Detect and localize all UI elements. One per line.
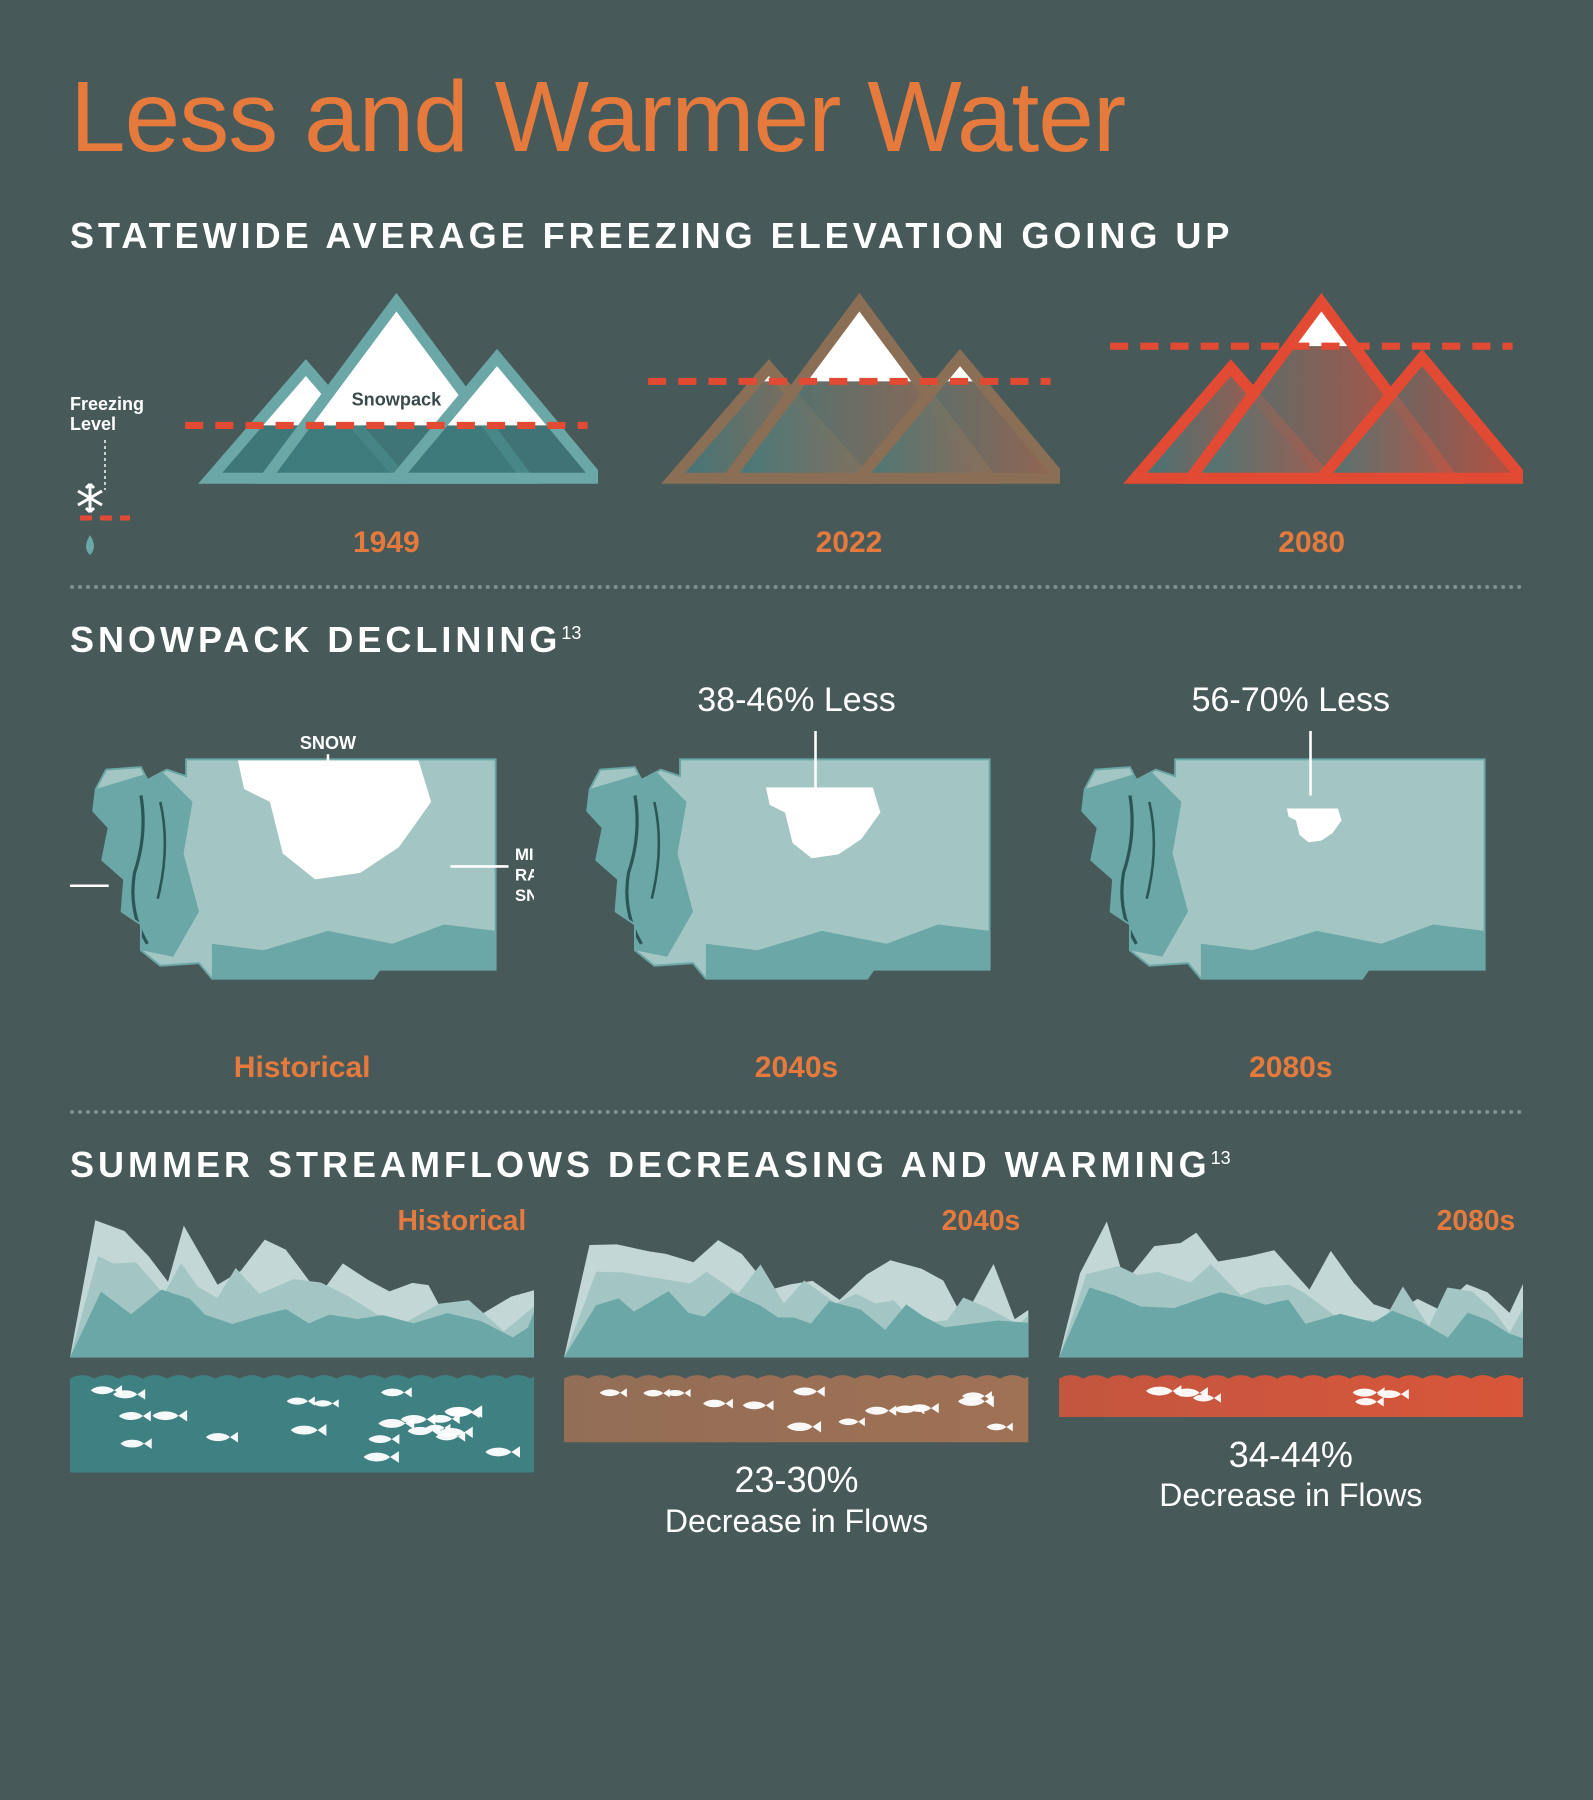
freezing-level-legend: FreezingLevel [70,395,155,561]
section-freezing-elevation: STATEWIDE AVERAGE FREEZING ELEVATION GOI… [70,215,1523,560]
snowpack-panel-1: 38-46% Less 2040s [564,681,1028,1085]
svg-text:SNOW: SNOW [515,887,534,906]
divider-1 [70,585,1523,589]
stream-bottom-label-0 [70,1489,534,1566]
stream-panel-0: Historical [70,1206,534,1565]
mountain-2022 [638,277,1061,508]
snowpack-bottom-label-1: 2040s [755,1051,838,1085]
snowpack-panel-2: 56-70% Less 2080s [1059,681,1523,1085]
mountain-1949: Snowpack [175,277,598,508]
stream-panel-2: 2080s 34-44%Decrease in Flows [1059,1206,1523,1515]
snowpack-bottom-label-2: 2080s [1249,1051,1332,1085]
svg-text:2080s: 2080s [1436,1206,1515,1236]
snowpack-panel-0: SNOW RAINMIXEDRAIN ANDSNOWHistorical [70,681,534,1085]
wa-map-0: SNOW RAINMIXEDRAIN ANDSNOW [70,731,534,1028]
wa-map-1 [564,731,1028,1028]
section-snowpack-declining: SNOWPACK DECLINING13 SNOW RAINMIXEDRAIN … [70,619,1523,1085]
divider-2 [70,1110,1523,1114]
section3-title: SUMMER STREAMFLOWS DECREASING AND WARMIN… [70,1144,1523,1186]
stream-bottom-label-1: 23-30%Decrease in Flows [564,1458,1028,1540]
mountain-panel-2080: 2080 [1100,277,1523,560]
wa-map-2 [1059,731,1523,1028]
mountain-panel-2022: 2022 [638,277,1061,560]
snowpack-top-label-2: 56-70% Less [1192,681,1390,723]
section1-title: STATEWIDE AVERAGE FREEZING ELEVATION GOI… [70,215,1523,257]
svg-text:2040s: 2040s [942,1206,1021,1236]
svg-text:Historical: Historical [397,1206,526,1236]
mountain-panel-1949: Snowpack 1949 [175,277,598,560]
svg-text:SNOW: SNOW [300,734,357,754]
snowpack-bottom-label-0: Historical [234,1051,371,1085]
mountain-2080 [1100,277,1523,508]
stream-bottom-label-2: 34-44%Decrease in Flows [1059,1433,1523,1515]
svg-text:Snowpack: Snowpack [352,389,442,409]
svg-text:RAIN AND: RAIN AND [515,866,534,885]
svg-text:MIXED: MIXED [515,845,534,864]
main-title: Less and Warmer Water [70,60,1523,175]
freezing-level-label: FreezingLevel [70,395,144,435]
mountain-year-2022: 2022 [816,526,883,560]
section-streamflows: SUMMER STREAMFLOWS DECREASING AND WARMIN… [70,1144,1523,1565]
stream-panel-svg-0: Historical [70,1206,534,1479]
freezing-legend-icon [70,440,140,560]
mountain-year-1949: 1949 [353,526,420,560]
snowpack-top-label-1: 38-46% Less [697,681,895,723]
section2-title: SNOWPACK DECLINING13 [70,619,1523,661]
stream-panel-1: 2040s 23-30%Decrease in Flows [564,1206,1028,1540]
stream-panel-svg-2: 2080s [1059,1206,1523,1423]
mountain-year-2080: 2080 [1278,526,1345,560]
stream-panel-svg-1: 2040s [564,1206,1028,1448]
